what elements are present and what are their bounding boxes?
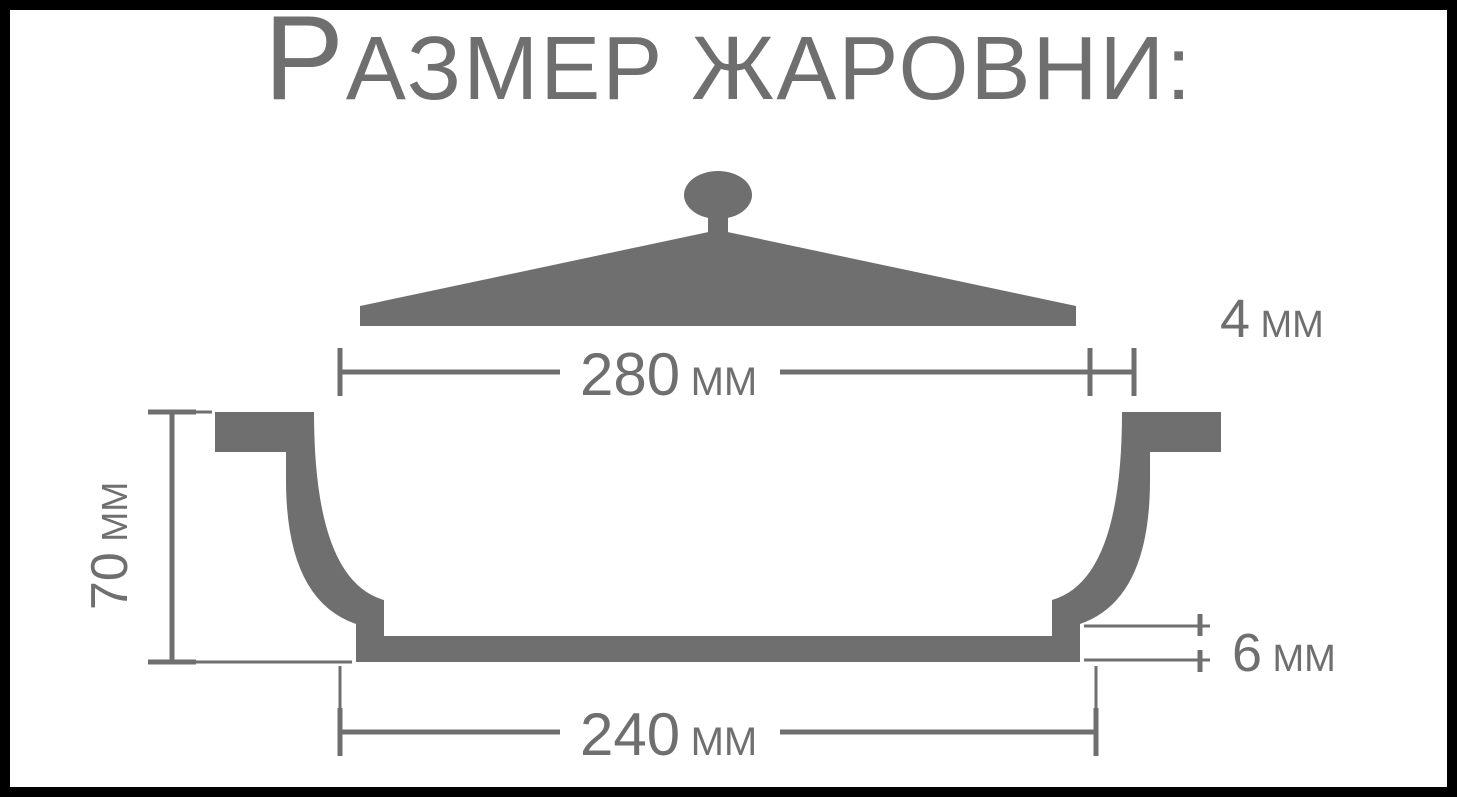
label-height: 70 ММ [80, 482, 140, 610]
outer-frame: РАЗМЕР ЖАРОВНИ: [0, 0, 1457, 797]
label-wall-value: 4 [1220, 289, 1250, 349]
label-base-unit: ММ [1273, 638, 1336, 680]
title: РАЗМЕР ЖАРОВНИ: [10, 18, 1447, 121]
label-top-width-value: 280 [580, 341, 680, 408]
label-height-unit: ММ [94, 482, 135, 542]
label-wall: 4 ММ [1220, 288, 1324, 350]
lid-knob-stem [708, 210, 728, 232]
label-bottom-width-unit: ММ [691, 720, 758, 764]
label-top-width-unit: ММ [691, 360, 758, 404]
label-base-value: 6 [1232, 623, 1262, 683]
dim-wall-thickness [1090, 348, 1134, 396]
lid [360, 171, 1076, 326]
label-base: 6 ММ [1232, 622, 1336, 684]
title-first-char: Р [264, 0, 346, 125]
pot-cross-section [215, 412, 1221, 662]
label-top-width: 280 ММ [580, 340, 757, 409]
label-bottom-width: 240 ММ [580, 700, 757, 769]
label-height-value: 70 [81, 552, 139, 610]
label-bottom-width-value: 240 [580, 701, 680, 768]
dim-base-thickness [1084, 614, 1210, 672]
title-rest: АЗМЕР ЖАРОВНИ: [346, 19, 1193, 119]
label-wall-unit: ММ [1261, 304, 1324, 346]
lid-body [360, 230, 1076, 326]
